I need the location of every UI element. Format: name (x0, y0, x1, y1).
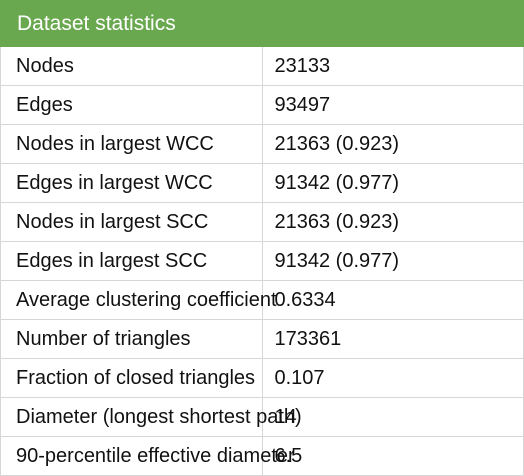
row-label: Diameter (longest shortest path) (0, 397, 302, 437)
table-row: Nodes in largest SCC 21363 (0.923) (0, 202, 524, 242)
row-value: 91342 (0.977) (261, 241, 524, 281)
row-label: Edges in largest SCC (0, 241, 263, 281)
row-value: 14 (261, 397, 524, 437)
row-label: 90-percentile effective diameter (0, 436, 295, 476)
table-row: Diameter (longest shortest path) 14 (0, 397, 524, 437)
row-value: 173361 (261, 319, 524, 359)
row-value: 21363 (0.923) (261, 202, 524, 242)
table-row: 90-percentile effective diameter 6.5 (0, 436, 524, 476)
row-value: 0.107 (261, 358, 524, 398)
table-row: Average clustering coefficient 0.6334 (0, 280, 524, 320)
row-label: Average clustering coefficient (0, 280, 277, 320)
table-row: Number of triangles 173361 (0, 319, 524, 359)
row-label: Nodes in largest WCC (0, 124, 263, 164)
row-value: 93497 (261, 85, 524, 125)
row-value: 23133 (261, 46, 524, 86)
table-row: Edges 93497 (0, 85, 524, 125)
row-value: 6.5 (261, 436, 524, 476)
row-value: 0.6334 (261, 280, 524, 320)
row-label: Number of triangles (0, 319, 263, 359)
row-label: Fraction of closed triangles (0, 358, 263, 398)
row-value: 91342 (0.977) (261, 163, 524, 203)
table-row: Nodes in largest WCC 21363 (0.923) (0, 124, 524, 164)
row-label: Nodes (0, 46, 263, 86)
table-row: Edges in largest SCC 91342 (0.977) (0, 241, 524, 281)
table-title: Dataset statistics (0, 0, 524, 47)
row-label: Edges in largest WCC (0, 163, 263, 203)
row-label: Nodes in largest SCC (0, 202, 263, 242)
table-row: Fraction of closed triangles 0.107 (0, 358, 524, 398)
row-label: Edges (0, 85, 263, 125)
table-row: Edges in largest WCC 91342 (0.977) (0, 163, 524, 203)
header-row: Dataset statistics (0, 0, 524, 47)
table-row: Nodes 23133 (0, 46, 524, 86)
row-value: 21363 (0.923) (261, 124, 524, 164)
